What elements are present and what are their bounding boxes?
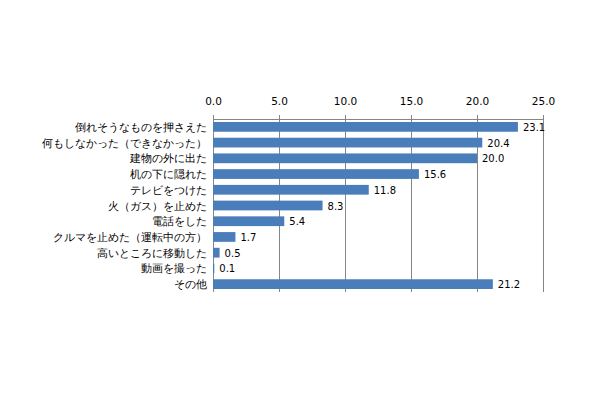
category-label: 火（ガス）を止めた [108, 200, 207, 212]
tick-label: 15.0 [400, 95, 423, 107]
bar [213, 138, 482, 148]
grid-line [543, 119, 544, 292]
data-label: 1.7 [240, 232, 256, 243]
chart-container: 0.0 5.0 10.0 15.0 20.0 25.0 倒れそうなものを押さえた 23.1 何も… [0, 0, 610, 400]
bar [213, 248, 220, 258]
bar [213, 153, 477, 163]
axis-line [213, 119, 543, 120]
data-label: 5.4 [289, 216, 305, 227]
data-label: 23.1 [523, 122, 545, 133]
data-label: 11.8 [374, 185, 396, 196]
tick-label: 5.0 [271, 95, 288, 107]
tick-mark [213, 115, 214, 119]
bar [213, 122, 518, 132]
bar [213, 279, 493, 289]
tick-mark [345, 115, 346, 119]
bar [213, 216, 284, 226]
grid: 0.0 5.0 10.0 15.0 20.0 25.0 [205, 95, 555, 292]
category-label: その他 [174, 278, 207, 290]
category-label: テレビをつけた [130, 184, 207, 197]
chart-svg: 0.0 5.0 10.0 15.0 20.0 25.0 倒れそうなものを押さえた 23.1 何も… [0, 0, 610, 400]
data-label: 20.0 [482, 153, 504, 164]
tick-label: 10.0 [334, 95, 357, 107]
category-label: 倒れそうなものを押さえた [75, 121, 207, 134]
bar [213, 201, 323, 211]
data-label: 0.5 [225, 248, 241, 259]
labels: 倒れそうなものを押さえた 23.1 何もしなかった（できなかった） 20.4 建物の外に… [42, 121, 545, 290]
category-label: 高いところに移動した [97, 247, 207, 259]
bars [213, 122, 518, 289]
tick-label: 20.0 [466, 95, 489, 107]
tick-mark [279, 115, 280, 119]
data-label: 0.1 [219, 263, 235, 274]
tick-mark [411, 115, 412, 119]
data-label: 20.4 [487, 138, 509, 149]
tick-mark [477, 115, 478, 119]
tick-label: 0.0 [205, 95, 222, 107]
data-label: 15.6 [424, 169, 446, 180]
category-label: 電話をした [152, 215, 207, 227]
bar [213, 185, 369, 195]
bar [213, 232, 235, 242]
category-label: 何もしなかった（できなかった） [42, 137, 207, 149]
bar [213, 264, 214, 274]
category-label: 動画を撮った [141, 262, 207, 274]
category-label: クルマを止めた（運転中の方） [53, 231, 207, 243]
data-label: 21.2 [498, 279, 520, 290]
category-label: 建物の外に出た [129, 152, 207, 164]
data-label: 8.3 [328, 201, 344, 212]
bar [213, 169, 419, 179]
tick-label: 25.0 [532, 95, 555, 107]
tick-mark [543, 115, 544, 119]
category-label: 机の下に隠れた [130, 168, 207, 180]
